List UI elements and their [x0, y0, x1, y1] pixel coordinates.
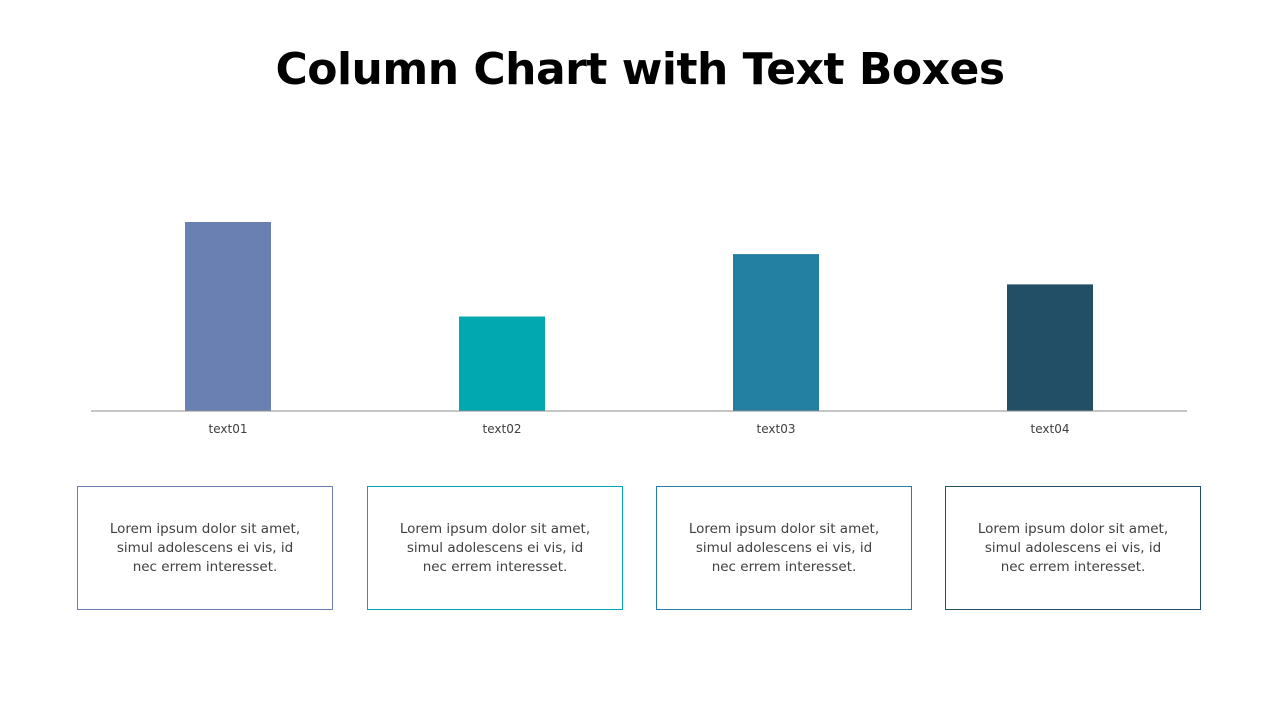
bar-text03	[733, 254, 819, 411]
bar-text04	[1007, 284, 1093, 411]
text-box-1: Lorem ipsum dolor sit amet, simul adoles…	[77, 486, 333, 610]
x-tick-label-text04: text04	[1031, 422, 1070, 436]
bar-text02	[459, 316, 545, 411]
text-box-2-text: Lorem ipsum dolor sit amet, simul adoles…	[399, 520, 591, 575]
chart-title: Column Chart with Text Boxes	[275, 44, 1005, 95]
x-tick-label-text03: text03	[757, 422, 796, 436]
bars-group	[185, 222, 1093, 411]
text-box-3: Lorem ipsum dolor sit amet, simul adoles…	[656, 486, 912, 610]
text-box-4: Lorem ipsum dolor sit amet, simul adoles…	[945, 486, 1201, 610]
text-box-1-text: Lorem ipsum dolor sit amet, simul adoles…	[109, 520, 301, 575]
text-boxes: Lorem ipsum dolor sit amet, simul adoles…	[77, 486, 1202, 611]
x-tick-labels: text01 text02 text03 text04	[209, 422, 1070, 436]
column-chart: text01 text02 text03 text04	[91, 222, 1187, 436]
bar-text01	[185, 222, 271, 411]
x-tick-label-text02: text02	[483, 422, 522, 436]
text-box-2: Lorem ipsum dolor sit amet, simul adoles…	[367, 486, 623, 610]
text-box-3-text: Lorem ipsum dolor sit amet, simul adoles…	[688, 520, 880, 575]
text-box-4-text: Lorem ipsum dolor sit amet, simul adoles…	[977, 520, 1169, 575]
x-tick-label-text01: text01	[209, 422, 248, 436]
